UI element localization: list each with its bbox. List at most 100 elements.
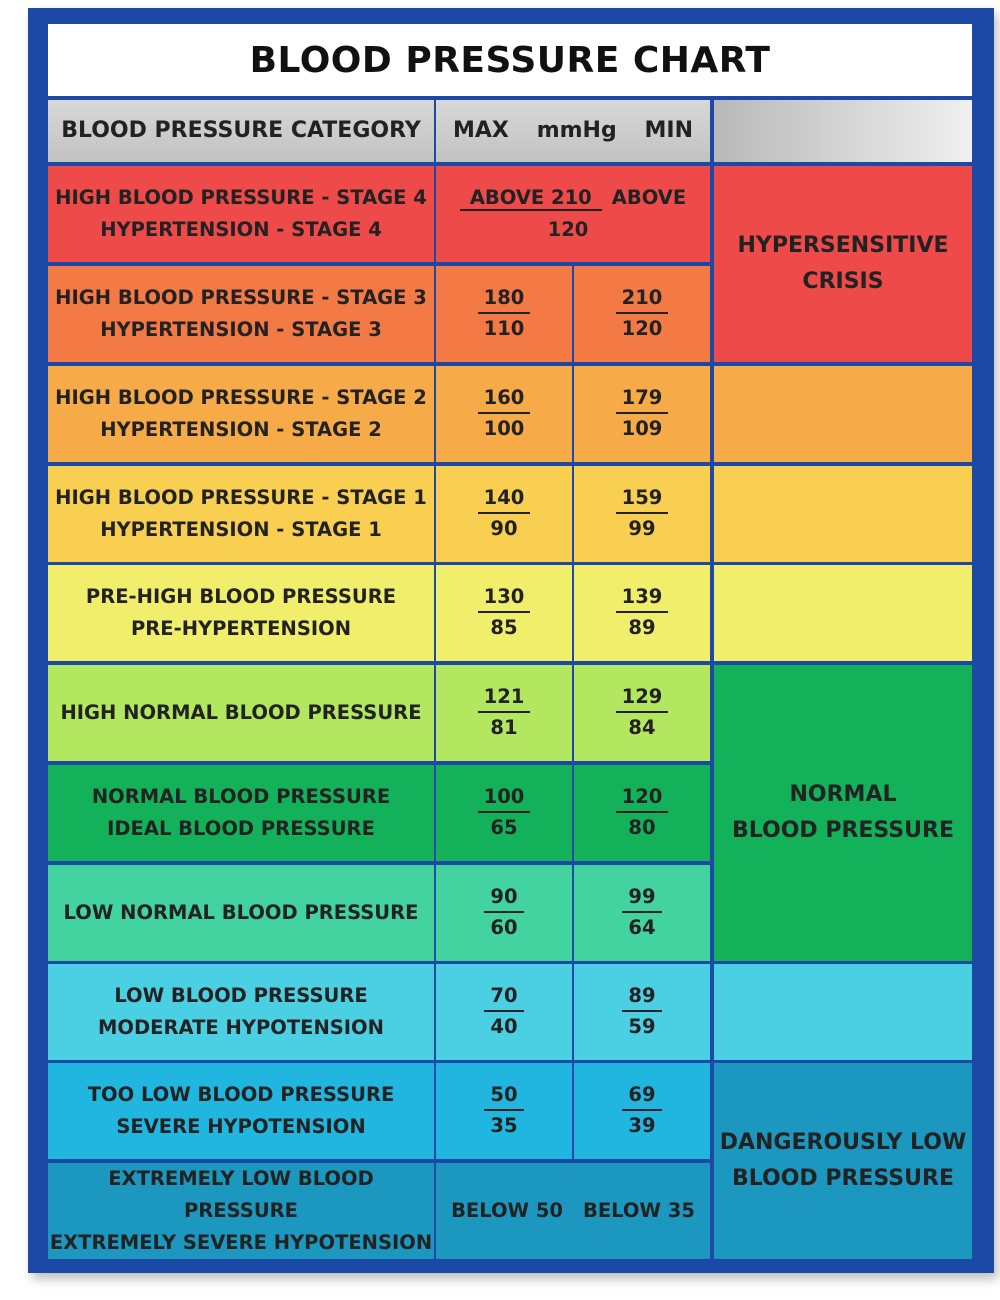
min-fraction: 69 39: [622, 1081, 662, 1141]
min-systolic: 129: [615, 683, 669, 713]
min-systolic: 69: [622, 1081, 662, 1111]
side-line-1: DANGEROUSLY LOW: [719, 1130, 967, 1155]
category-cell: HIGH BLOOD PRESSURE - STAGE 1 HYPERTENSIO…: [48, 466, 434, 562]
min-diastolic: 89: [628, 616, 656, 639]
range-upper: BELOW 50: [451, 1199, 563, 1222]
min-diastolic: 64: [628, 916, 656, 939]
category-cell: HIGH BLOOD PRESSURE - STAGE 2 HYPERTENSIO…: [48, 366, 434, 462]
category-line-2: PRE-HYPERTENSION: [130, 617, 352, 640]
side-block: HYPERSENSITIVE CRISIS: [714, 166, 972, 362]
min-fraction: 159 99: [615, 484, 669, 544]
max-fraction: 90 60: [484, 883, 524, 943]
category-line-2: HYPERTENSION - STAGE 1: [100, 518, 382, 541]
min-diastolic: 84: [628, 716, 656, 739]
max-fraction: 50 35: [484, 1081, 524, 1141]
min-fraction: 89 59: [622, 982, 662, 1042]
min-cell: 69 39: [574, 1063, 710, 1159]
min-cell: 89 59: [574, 964, 710, 1060]
max-systolic: 130: [477, 583, 531, 613]
min-systolic: 139: [615, 583, 669, 613]
min-systolic: 89: [622, 982, 662, 1012]
min-cell: 159 99: [574, 466, 710, 562]
max-fraction: 140 90: [477, 484, 531, 544]
range-lower: ABOVE 120: [547, 186, 687, 241]
side-block: NORMAL BLOOD PRESSURE: [714, 665, 972, 961]
header-unit-label: mmHg: [536, 118, 617, 143]
max-diastolic: 40: [490, 1015, 518, 1038]
side-block: DANGEROUSLY LOW BLOOD PRESSURE: [714, 1063, 972, 1259]
header-max-label: MAX: [453, 118, 509, 143]
category-line-2: HYPERTENSION - STAGE 4: [100, 218, 382, 241]
min-cell: 179 109: [574, 366, 710, 462]
range-lower: BELOW 35: [583, 1199, 695, 1222]
category-line-2: SEVERE HYPOTENSION: [116, 1115, 366, 1138]
min-cell: 129 84: [574, 665, 710, 761]
max-diastolic: 60: [490, 916, 518, 939]
min-fraction: 129 84: [615, 683, 669, 743]
min-diastolic: 109: [621, 417, 663, 440]
min-systolic: 210: [615, 284, 669, 314]
category-line-1: LOW BLOOD PRESSURE: [114, 984, 368, 1007]
min-fraction: 120 80: [615, 783, 669, 843]
category-cell: LOW NORMAL BLOOD PRESSURE: [48, 865, 434, 961]
category-cell: LOW BLOOD PRESSURE MODERATE HYPOTENSION: [48, 964, 434, 1060]
category-line-2: EXTREMELY SEVERE HYPOTENSION: [49, 1231, 433, 1254]
min-diastolic: 39: [628, 1114, 656, 1137]
category-line-1: TOO LOW BLOOD PRESSURE: [87, 1083, 395, 1106]
category-line-1: HIGH BLOOD PRESSURE - STAGE 3: [55, 286, 427, 309]
category-line-1: LOW NORMAL BLOOD PRESSURE: [63, 901, 419, 924]
range-cell: ABOVE 210 ABOVE 120: [436, 166, 710, 262]
min-diastolic: 59: [628, 1015, 656, 1038]
min-fraction: 210 120: [615, 284, 669, 344]
min-fraction: 179 109: [615, 384, 669, 444]
category-cell: HIGH BLOOD PRESSURE - STAGE 4 HYPERTENSIO…: [48, 166, 434, 262]
side-line-2: CRISIS: [802, 269, 884, 294]
max-diastolic: 81: [490, 716, 518, 739]
max-systolic: 50: [484, 1081, 524, 1111]
max-systolic: 140: [477, 484, 531, 514]
max-cell: 121 81: [436, 665, 572, 761]
max-fraction: 130 85: [477, 583, 531, 643]
max-cell: 180 110: [436, 266, 572, 362]
min-diastolic: 120: [621, 317, 663, 340]
min-systolic: 179: [615, 384, 669, 414]
min-cell: 99 64: [574, 865, 710, 961]
category-line-1: NORMAL BLOOD PRESSURE: [91, 785, 391, 808]
header-category-label: BLOOD PRESSURE CATEGORY: [61, 118, 421, 143]
side-line-2: BLOOD PRESSURE: [732, 1166, 954, 1191]
max-fraction: 180 110: [477, 284, 531, 344]
category-line-1: EXTREMELY LOW BLOOD PRESSURE: [108, 1167, 374, 1222]
category-cell: HIGH NORMAL BLOOD PRESSURE: [48, 665, 434, 761]
max-diastolic: 35: [490, 1114, 518, 1137]
range-cell: BELOW 50 BELOW 35: [436, 1163, 710, 1259]
max-systolic: 180: [477, 284, 531, 314]
max-fraction: 121 81: [477, 683, 531, 743]
category-line-2: HYPERTENSION - STAGE 3: [100, 318, 382, 341]
min-systolic: 120: [615, 783, 669, 813]
side-line-2: BLOOD PRESSURE: [732, 818, 954, 843]
max-cell: 140 90: [436, 466, 572, 562]
max-diastolic: 110: [483, 317, 525, 340]
max-diastolic: 100: [483, 417, 525, 440]
min-systolic: 159: [615, 484, 669, 514]
range-text: ABOVE 210 ABOVE 120: [436, 182, 710, 246]
side-block: [714, 964, 972, 1060]
max-cell: 70 40: [436, 964, 572, 1060]
category-line-1: HIGH BLOOD PRESSURE - STAGE 4: [55, 186, 427, 209]
side-line-1: HYPERSENSITIVE: [737, 233, 949, 258]
min-cell: 210 120: [574, 266, 710, 362]
category-line-2: HYPERTENSION - STAGE 2: [100, 418, 382, 441]
header-mmhg: MAX mmHg MIN: [436, 100, 710, 162]
category-cell: TOO LOW BLOOD PRESSURE SEVERE HYPOTENSION: [48, 1063, 434, 1159]
page-title: BLOOD PRESSURE CHART: [48, 24, 972, 96]
max-systolic: 70: [484, 982, 524, 1012]
max-cell: 160 100: [436, 366, 572, 462]
max-diastolic: 90: [490, 517, 518, 540]
category-line-2: IDEAL BLOOD PRESSURE: [107, 817, 375, 840]
category-cell: NORMAL BLOOD PRESSURE IDEAL BLOOD PRESSUR…: [48, 765, 434, 861]
max-fraction: 160 100: [477, 384, 531, 444]
range-text: BELOW 50 BELOW 35: [441, 1195, 705, 1227]
max-cell: 130 85: [436, 565, 572, 661]
header-min-label: MIN: [644, 118, 694, 143]
max-diastolic: 85: [490, 616, 518, 639]
